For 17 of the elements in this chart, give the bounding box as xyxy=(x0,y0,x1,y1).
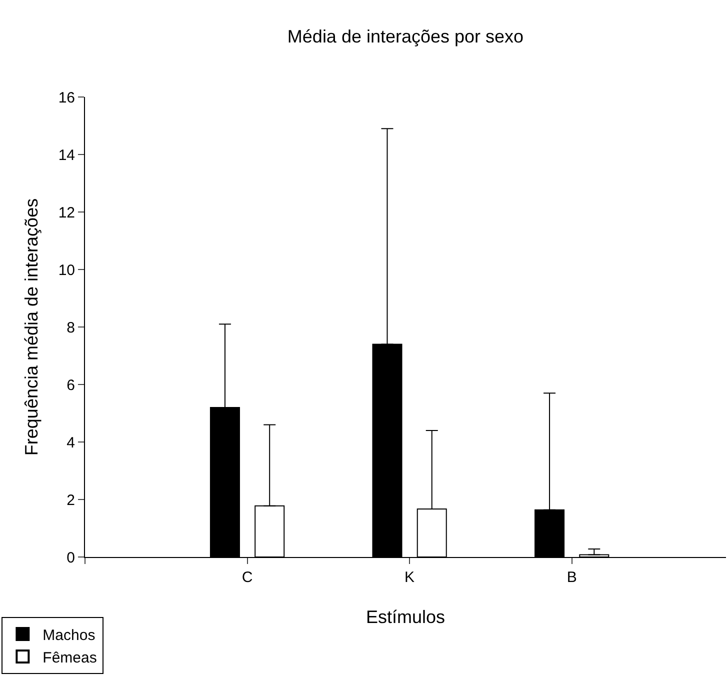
y-tick-label: 12 xyxy=(58,204,75,222)
y-tick-label: 0 xyxy=(66,549,75,566)
y-tick-label: 10 xyxy=(58,262,75,279)
chart-title: Média de interações por sexo xyxy=(287,26,524,47)
legend-label: Machos xyxy=(42,626,96,644)
x-tick-label: K xyxy=(404,569,415,586)
y-tick-label: 2 xyxy=(66,492,75,509)
y-axis-title: Frequência média de interações xyxy=(22,198,42,456)
y-tick-label: 14 xyxy=(58,146,75,164)
y-tick-label: 4 xyxy=(66,434,75,452)
x-tick-label: B xyxy=(566,569,577,586)
y-tick-label: 6 xyxy=(66,376,75,394)
x-axis-title: Estímulos xyxy=(366,607,446,628)
legend-label: Fêmeas xyxy=(42,649,97,666)
y-tick-label: 16 xyxy=(58,89,75,106)
x-tick-label: C xyxy=(242,569,253,586)
y-tick-label: 8 xyxy=(66,319,75,336)
